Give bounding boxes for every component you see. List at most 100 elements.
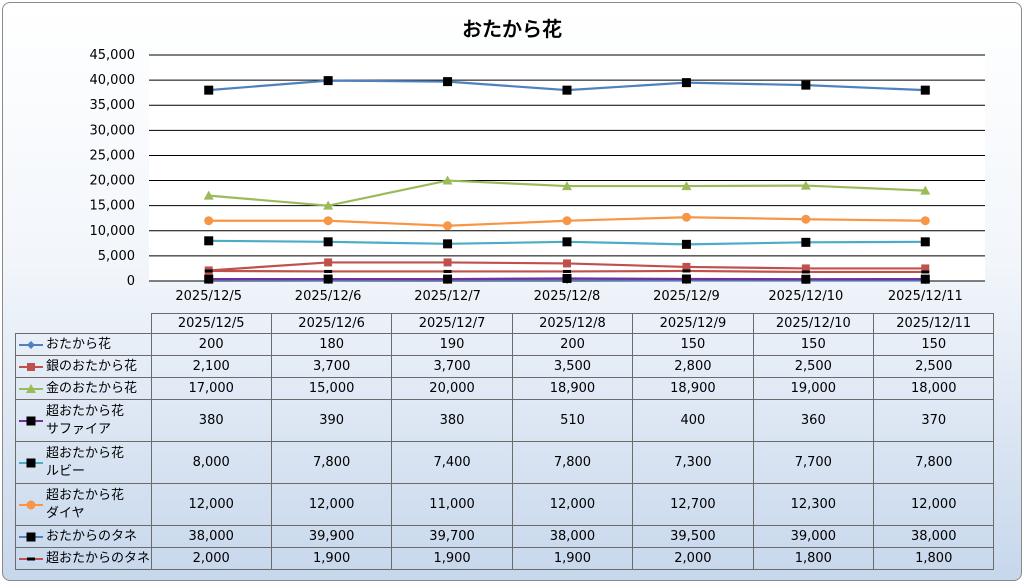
table-cell: 7,700 (752, 441, 875, 484)
table-cell: 380 (391, 399, 513, 442)
data-point (562, 181, 572, 191)
table-cell: 12,000 (150, 483, 272, 526)
data-point (801, 237, 811, 247)
series-name: おたから花 (46, 336, 111, 354)
table-cell: 19,000 (752, 377, 875, 400)
table-cell: 39,000 (752, 525, 875, 548)
data-point (203, 190, 214, 200)
data-point (801, 214, 811, 224)
y-tick-label: 0 (127, 274, 135, 289)
table-cell: 190 (391, 333, 513, 356)
table-column-header: 2025/12/11 (873, 313, 995, 334)
y-tick-label: 20,000 (90, 174, 136, 189)
table-header-row: 2025/12/5 2025/12/6 2025/12/7 2025/12/8 2025… (16, 313, 995, 334)
table-column-header: 2025/12/9 (632, 313, 754, 334)
y-tick-label: 25,000 (90, 148, 136, 163)
data-point (562, 85, 572, 95)
data-point (801, 274, 811, 284)
table-cell: 200 (511, 333, 634, 356)
y-tick-label: 10,000 (90, 224, 136, 239)
data-point (801, 270, 810, 274)
data-point (921, 270, 930, 274)
data-point (323, 274, 333, 284)
table-cell: 360 (752, 399, 875, 442)
series-label: おたからのタネ (15, 525, 152, 548)
table-column-header: 2025/12/5 (150, 313, 272, 334)
data-point (920, 216, 930, 226)
table-cell: 150 (873, 333, 995, 356)
table-cell: 1,900 (270, 547, 393, 570)
x-tick-label: 2025/12/7 (414, 289, 481, 303)
x-tick-label: 2025/12/11 (888, 289, 963, 303)
table-cell: 510 (511, 399, 634, 442)
table-cell: 38,000 (150, 525, 272, 548)
data-point (682, 262, 691, 271)
table-cell: 12,000 (270, 483, 393, 526)
table-cell: 7,800 (873, 441, 995, 484)
data-point (323, 237, 333, 247)
data-point (323, 76, 333, 86)
table-column-header: 2025/12/10 (752, 313, 875, 334)
series-name-line: 超おたから花 (46, 487, 125, 503)
table-cell: 380 (150, 399, 272, 442)
table-cell: 2,100 (150, 355, 272, 378)
table-cell: 7,300 (632, 441, 754, 484)
data-point (801, 264, 810, 273)
data-point (443, 269, 452, 273)
data-point (26, 383, 36, 393)
data-point (26, 532, 36, 541)
chart-title: おたから花 (462, 17, 562, 41)
data-point (562, 237, 572, 247)
data-point (681, 212, 691, 222)
y-tick-label: 15,000 (90, 199, 136, 214)
table-cell: 2,000 (632, 547, 754, 570)
series-name: 銀のおたから花 (46, 358, 137, 376)
table-row: 超おたから花 ダイヤ 12,000 12,000 11,000 12,000 12,700 1… (15, 483, 995, 526)
data-point (204, 236, 214, 246)
data-point (26, 500, 36, 509)
series-name-line: 金のおたから花 (46, 380, 138, 396)
series-name: 超おたから花 サファイア (46, 403, 124, 439)
data-point (27, 557, 35, 560)
y-tick-label: 35,000 (90, 98, 136, 113)
series-label: 超おたから花 サファイア (15, 399, 152, 442)
data-point (920, 185, 931, 195)
data-point (443, 239, 453, 249)
x-tick-label: 2025/12/5 (175, 289, 242, 303)
table-cell: 3,500 (511, 355, 634, 378)
x-tick-label: 2025/12/6 (295, 289, 362, 303)
data-point (443, 274, 453, 284)
legend-key (19, 557, 43, 560)
table-cell: 7,800 (270, 441, 393, 484)
data-point (801, 80, 811, 90)
table-cell: 18,000 (873, 377, 995, 400)
table-cell: 2,500 (873, 355, 995, 378)
table-cell: 1,800 (752, 547, 875, 570)
data-point (681, 181, 692, 191)
data-point (204, 216, 214, 226)
x-tick-label: 2025/12/10 (768, 289, 843, 303)
table-row: 銀のおたから花 2,100 3,700 3,700 3,500 2,800 2,500 2,5… (15, 355, 995, 378)
legend-key (19, 500, 43, 509)
data-point (324, 269, 333, 273)
table-cell: 18,900 (511, 377, 634, 400)
data-point (323, 216, 333, 226)
table-cell: 8,000 (150, 441, 272, 484)
series-name-line: ダイヤ (46, 505, 85, 521)
table-cell: 1,900 (511, 547, 634, 570)
table-cell: 18,900 (632, 377, 754, 400)
data-point (563, 259, 571, 268)
legend-key (19, 458, 43, 467)
table-column-header: 2025/12/8 (511, 313, 634, 334)
series-label: 超おたからのタネ (15, 547, 152, 570)
series-name: 金のおたから花 (46, 380, 137, 398)
data-point (204, 85, 214, 95)
table-cell: 1,800 (873, 547, 995, 570)
table-row: 超おたから花 サファイア 380 390 380 510 400 360 370 (15, 399, 995, 442)
y-tick-label: 30,000 (90, 123, 136, 138)
series-name-line: おたから花 (46, 336, 112, 352)
table-row: 超おたからのタネ 2,000 1,900 1,900 1,900 2,000 1,800 1,… (15, 547, 995, 570)
data-point (27, 362, 35, 371)
table-corner (16, 314, 152, 334)
